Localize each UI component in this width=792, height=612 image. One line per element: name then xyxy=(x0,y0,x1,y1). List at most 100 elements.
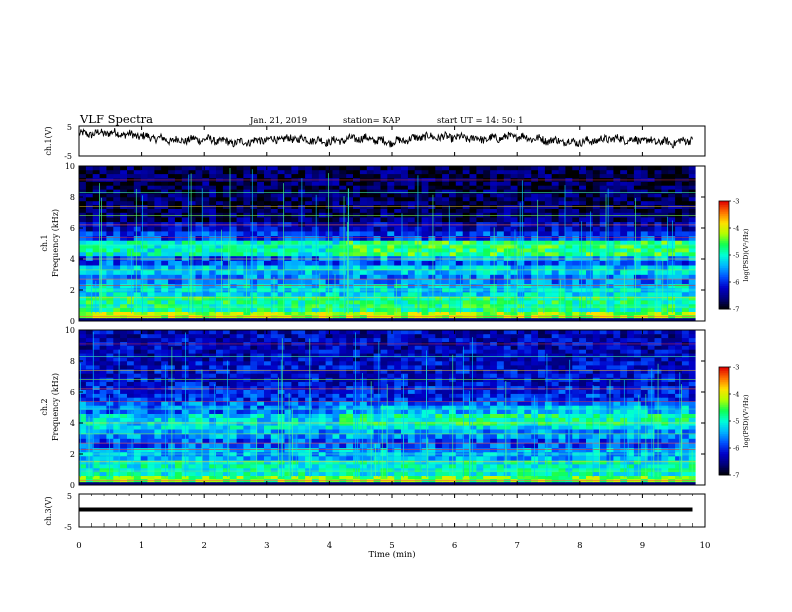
spectrogram-cell xyxy=(140,460,148,465)
spectrogram-cell xyxy=(181,208,190,213)
spectrogram-cell xyxy=(428,464,436,469)
spectrogram-cell xyxy=(627,425,635,430)
spectrogram-cell xyxy=(538,443,546,449)
spectrogram-cell xyxy=(181,283,190,289)
spectrogram-cell xyxy=(298,311,306,316)
spectrogram-cell xyxy=(174,409,183,414)
spectrogram-cell xyxy=(127,467,135,473)
spectrogram-cell xyxy=(675,467,683,473)
spectrogram-cell xyxy=(538,421,546,426)
spectrogram-cell xyxy=(476,226,484,232)
spectrogram-cell xyxy=(668,226,676,232)
spectrogram-cell xyxy=(538,252,546,257)
spectrogram-cell xyxy=(462,221,470,227)
spectrogram-cell xyxy=(517,240,525,245)
spectrogram-cell xyxy=(168,208,176,213)
spectrogram-cell xyxy=(469,425,477,430)
spectrogram-cell xyxy=(359,252,368,257)
spectrogram-cell xyxy=(222,231,231,236)
spectrogram-cell xyxy=(606,200,614,206)
spectrogram-cell xyxy=(592,173,601,178)
spectrogram-cell xyxy=(106,208,114,213)
spectrogram-cell xyxy=(483,274,491,280)
spectrogram-cell xyxy=(318,208,327,213)
spectrogram-cell xyxy=(394,279,402,285)
spectrogram-cell xyxy=(462,252,470,257)
spectrogram-cell xyxy=(551,438,559,444)
spectrogram-cell xyxy=(291,200,299,206)
spectrogram-cell xyxy=(455,193,464,198)
spectrogram-cell xyxy=(270,217,279,223)
spectrogram-cell xyxy=(592,443,601,449)
spectrogram-cell xyxy=(188,464,196,469)
spectrogram-cell xyxy=(229,193,237,198)
spectrogram-cell xyxy=(668,265,676,271)
spectrogram-cell xyxy=(284,447,292,453)
spectrogram-cell xyxy=(284,197,292,202)
spectrogram-cell xyxy=(147,244,155,249)
spectrogram-cell xyxy=(195,417,203,422)
spectrogram-cell xyxy=(168,255,176,261)
spectrogram-cell xyxy=(538,166,546,171)
spectrogram-cell xyxy=(551,208,559,213)
spectrogram-cell xyxy=(127,244,135,249)
spectrogram-cell xyxy=(332,460,340,465)
spectrogram-cell xyxy=(551,189,559,194)
spectrogram-cell xyxy=(188,443,196,449)
spectrogram-cell xyxy=(442,433,450,439)
spectrogram-cell xyxy=(428,221,436,227)
spectrogram-cell xyxy=(154,226,162,232)
spectrogram-cell xyxy=(120,255,128,261)
spectrogram-cell xyxy=(551,464,559,469)
spectrogram-cell xyxy=(586,204,594,209)
spectrogram-cell xyxy=(401,417,409,422)
spectrogram-cell xyxy=(592,197,601,202)
spectrogram-cell xyxy=(106,197,114,202)
spectrogram-cell xyxy=(222,296,231,301)
spectrogram-cell xyxy=(394,200,402,206)
spectrogram-cell xyxy=(318,169,327,175)
spectrogram-cell xyxy=(209,279,217,285)
spectrogram-cell xyxy=(401,169,409,175)
spectrogram-cell xyxy=(120,413,128,418)
spectrogram-cell xyxy=(284,279,292,285)
spectrogram-cell xyxy=(414,307,422,312)
spectrogram-cell xyxy=(243,200,251,206)
spectrogram-cell xyxy=(531,307,539,312)
spectrogram-cell xyxy=(428,467,436,473)
spectrogram-cell xyxy=(490,189,498,194)
spectrogram-cell xyxy=(346,300,354,305)
spectrogram-cell xyxy=(661,460,669,465)
spectrogram-cell xyxy=(421,464,429,469)
spectrogram-cell xyxy=(524,200,532,206)
spectrogram-cell xyxy=(147,212,155,218)
spectrogram-cell xyxy=(517,413,525,418)
spectrogram-cell xyxy=(373,189,381,194)
spectrogram-cell xyxy=(154,217,162,223)
spectrogram-cell xyxy=(407,447,416,453)
spectrogram-cell xyxy=(353,269,361,275)
spectrogram-cell xyxy=(462,204,470,209)
spectrogram-cell xyxy=(421,193,429,198)
spectrogram-cell xyxy=(620,240,628,245)
spectrogram-cell xyxy=(661,235,669,241)
spectrogram-cell xyxy=(127,252,135,257)
spectrogram-cell xyxy=(305,296,313,301)
spectrogram-cell xyxy=(414,413,422,418)
spectrogram-cell xyxy=(161,166,169,171)
spectrogram-cell xyxy=(688,217,697,223)
ytick-label: 0 xyxy=(70,317,75,326)
spectrogram-cell xyxy=(106,274,114,280)
spectrogram-cell xyxy=(373,460,381,465)
spectrogram-cell xyxy=(640,265,649,271)
spectrogram-cell xyxy=(592,456,601,461)
spectrogram-cell xyxy=(496,208,505,213)
spectrogram-cell xyxy=(421,303,429,309)
spectrogram-cell xyxy=(85,166,94,171)
spectrogram-cell xyxy=(435,464,443,469)
spectrogram-cell xyxy=(613,274,621,280)
spectrogram-cell xyxy=(572,181,580,186)
spectrogram-cell xyxy=(606,185,614,190)
spectrogram-cell xyxy=(524,303,532,309)
spectrogram-cell xyxy=(305,303,313,309)
